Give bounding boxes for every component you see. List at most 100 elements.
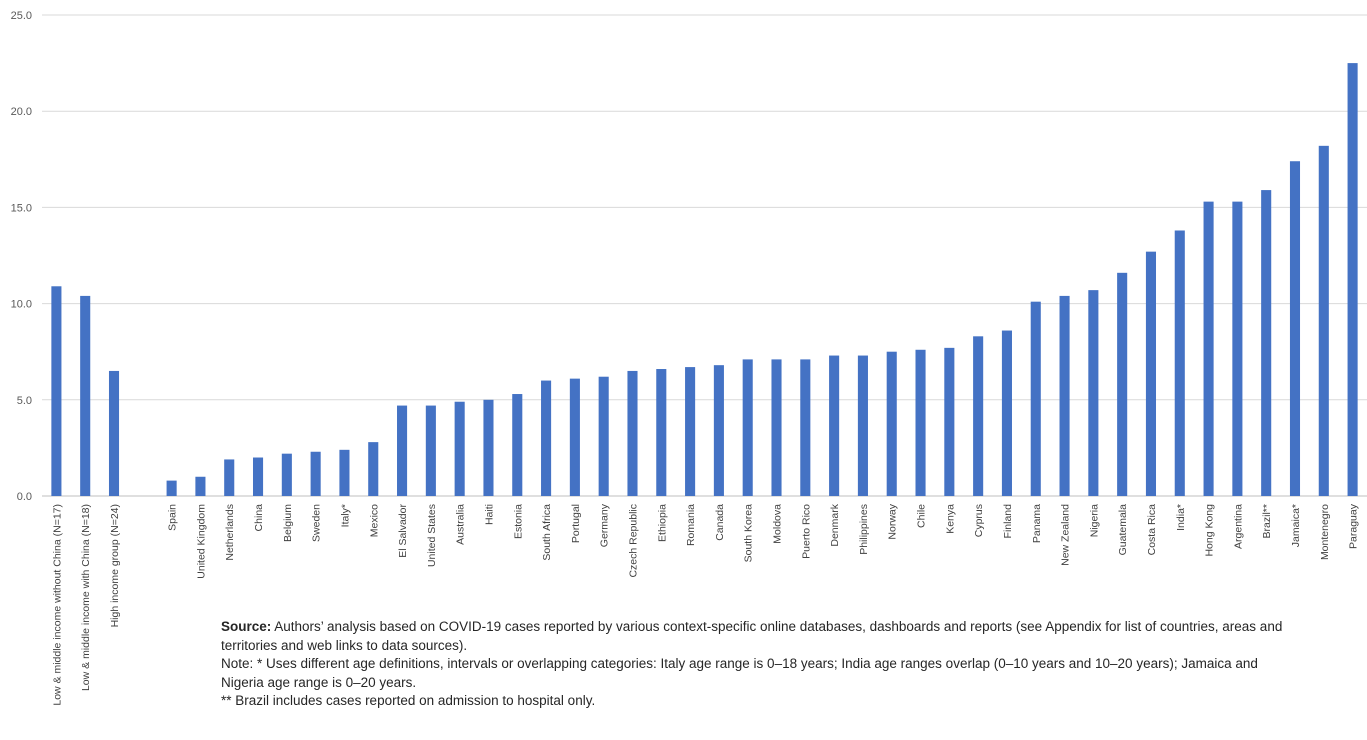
bar — [282, 454, 292, 496]
bar — [339, 450, 349, 496]
bar — [426, 406, 436, 496]
bar — [1002, 331, 1012, 496]
bar — [397, 406, 407, 496]
x-category-label: South Africa — [541, 504, 553, 561]
x-category-label: Hong Kong — [1204, 504, 1216, 557]
x-category-label: Canada — [714, 504, 726, 541]
x-category-label: New Zealand — [1060, 504, 1072, 566]
bar — [858, 356, 868, 496]
x-category-label: Montenegro — [1319, 504, 1331, 560]
bar — [743, 359, 753, 496]
x-category-label: Norway — [887, 503, 899, 539]
bar — [771, 359, 781, 496]
x-category-label: High income group (N=24) — [109, 504, 121, 627]
x-category-label: Portugal — [570, 504, 582, 543]
x-category-label: United States — [426, 504, 438, 567]
x-category-label: China — [253, 504, 265, 532]
x-category-label: Romania — [685, 504, 697, 546]
y-tick-label: 5.0 — [17, 395, 32, 407]
x-category-label: Estonia — [512, 504, 524, 539]
bar — [570, 379, 580, 496]
x-category-label: Sweden — [311, 504, 323, 542]
bar — [253, 458, 263, 496]
x-category-label: Paraguay — [1348, 503, 1360, 549]
x-category-label: Brazil** — [1261, 504, 1273, 538]
bar — [1117, 273, 1127, 496]
x-category-label: Finland — [1002, 504, 1014, 539]
x-category-label: Denmark — [829, 503, 841, 546]
x-category-label: Germany — [599, 503, 611, 547]
x-category-label: Belgium — [282, 504, 294, 542]
y-tick-label: 15.0 — [11, 202, 32, 214]
bar — [1031, 302, 1041, 496]
bar — [1175, 230, 1185, 496]
bar — [1232, 202, 1242, 496]
gridlines — [42, 15, 1367, 496]
x-category-label: Czech Republic — [627, 504, 639, 578]
x-category-label: Italy* — [339, 504, 351, 527]
bar — [944, 348, 954, 496]
x-category-label: Argentina — [1232, 504, 1244, 549]
brazil-note: ** Brazil includes cases reported on adm… — [221, 692, 1301, 711]
bar — [915, 350, 925, 496]
bar — [685, 367, 695, 496]
bar — [1348, 63, 1358, 496]
x-category-label: Costa Rica — [1146, 504, 1158, 556]
chart-notes: Source: Authors’ analysis based on COVID… — [221, 618, 1301, 711]
bar — [887, 352, 897, 496]
x-category-label: Mexico — [368, 504, 380, 537]
y-tick-label: 10.0 — [11, 299, 32, 311]
x-category-label: Guatemala — [1117, 504, 1129, 556]
x-category-label: Nigeria — [1088, 504, 1100, 537]
bar — [541, 381, 551, 496]
bar — [656, 369, 666, 496]
bar — [483, 400, 493, 496]
x-category-label: Spain — [167, 504, 179, 531]
x-category-label: Kenya — [944, 504, 956, 534]
bar — [109, 371, 119, 496]
y-tick-label: 25.0 — [11, 10, 32, 22]
source-note: Source: Authors’ analysis based on COVID… — [221, 618, 1301, 655]
x-category-label: United Kingdom — [195, 504, 207, 579]
bar — [80, 296, 90, 496]
x-category-label: Haiti — [483, 504, 495, 525]
x-category-label: Moldova — [772, 504, 784, 544]
bar — [714, 365, 724, 496]
x-category-label: Philippines — [858, 504, 870, 555]
y-tick-label: 20.0 — [11, 106, 32, 118]
bar — [829, 356, 839, 496]
bar — [224, 459, 234, 496]
bar — [51, 286, 61, 496]
x-category-label: Netherlands — [224, 504, 236, 561]
x-category-label: Panama — [1031, 504, 1043, 543]
bar — [455, 402, 465, 496]
x-category-label: Low & middle income without China (N=17) — [51, 504, 63, 706]
x-category-label: El Salvador — [397, 504, 409, 558]
x-category-label: India* — [1175, 504, 1187, 531]
bar — [311, 452, 321, 496]
bar — [167, 481, 177, 496]
bar — [973, 336, 983, 496]
x-category-label: Cyprus — [973, 504, 985, 537]
age-definition-note: Note: * Uses different age definitions, … — [221, 655, 1301, 692]
x-category-label: Australia — [455, 504, 467, 545]
bars — [51, 63, 1357, 496]
x-category-label: Ethiopia — [656, 504, 668, 542]
bar — [1088, 290, 1098, 496]
x-category-label: Jamaica* — [1290, 504, 1302, 547]
bar — [1146, 252, 1156, 496]
bar — [195, 477, 205, 496]
bar — [800, 359, 810, 496]
bar — [599, 377, 609, 496]
source-text: Authors’ analysis based on COVID-19 case… — [221, 619, 1282, 653]
x-category-label: Chile — [916, 504, 928, 528]
x-category-label: Puerto Rico — [800, 504, 812, 559]
bar — [1204, 202, 1214, 496]
bar — [368, 442, 378, 496]
bar — [1261, 190, 1271, 496]
bar — [1060, 296, 1070, 496]
bar — [1290, 161, 1300, 496]
x-category-label: South Korea — [743, 504, 755, 563]
bar — [627, 371, 637, 496]
bar — [1319, 146, 1329, 496]
